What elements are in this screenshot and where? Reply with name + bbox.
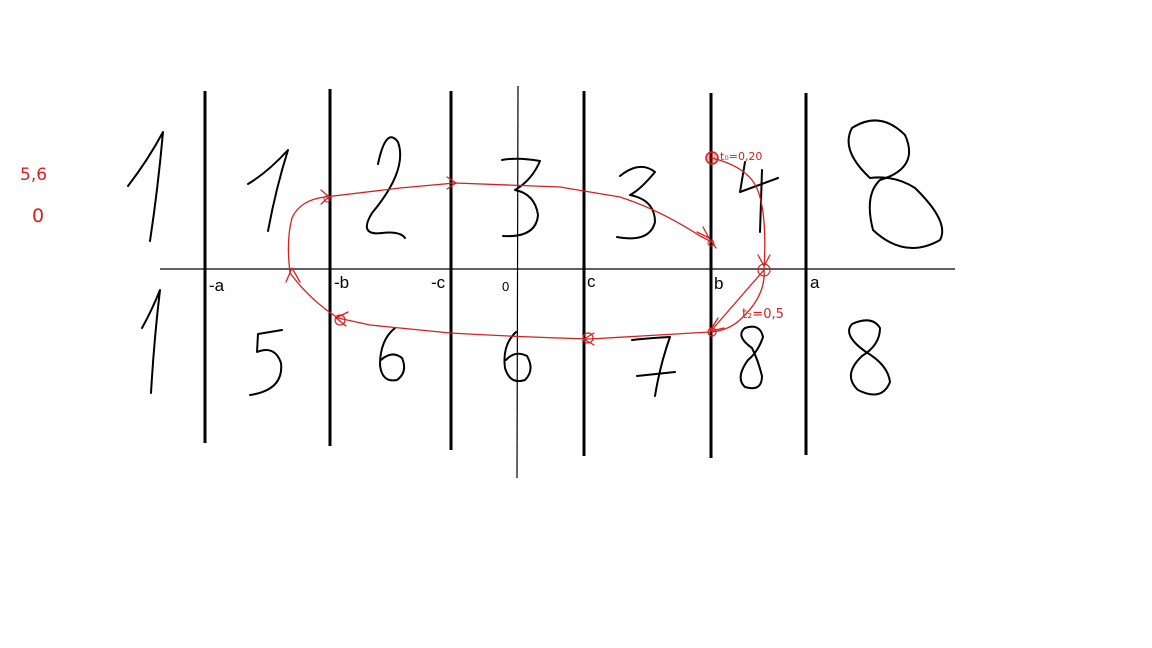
bottom-region-1: 1	[141, 289, 161, 394]
tick-label-b: b	[714, 274, 723, 293]
arrow-top-right	[696, 226, 710, 239]
arrow-lower-right	[709, 317, 725, 332]
trajectory	[285, 151, 771, 346]
arrow-right-down	[757, 254, 771, 267]
bottom-region-5: 5	[249, 329, 283, 396]
mark-axis-crossing	[757, 263, 771, 277]
label-t0: t₀=0,20	[720, 150, 762, 163]
tick-label-zero: 0	[502, 279, 509, 294]
trajectory-loop	[287, 182, 765, 340]
top-region-3-second: 3	[616, 165, 656, 240]
top-region-4: 4	[739, 161, 779, 233]
bottom-region-6-second: 6	[503, 331, 532, 383]
arrow-top-mid	[446, 176, 457, 190]
top-region-1-first: 1	[127, 131, 164, 242]
side-note-top: 5,6	[20, 165, 47, 185]
mark-top-minus-b	[323, 195, 331, 203]
bottom-region-8-first: 8	[739, 325, 764, 390]
trajectory-right-branch	[711, 157, 766, 333]
mark-top-b	[707, 239, 715, 247]
tick-label-minus-a: -a	[209, 276, 225, 295]
mark-lower-b	[707, 327, 717, 337]
tick-label-minus-b: -b	[334, 273, 349, 292]
bottom-region-6-first: 6	[379, 327, 406, 382]
mark-lower-minus-b	[334, 314, 346, 326]
top-region-1-second: 1	[247, 149, 289, 232]
arrow-bottom-mid	[583, 332, 595, 346]
tick-label-c: c	[587, 272, 596, 291]
top-region-2: 2	[365, 136, 406, 239]
tick-label-a: a	[810, 273, 820, 292]
top-region-8: 8	[847, 119, 944, 249]
mark-lower-c	[582, 332, 594, 344]
arrow-left-up	[285, 267, 301, 283]
mark-start-point	[705, 151, 719, 165]
label-t2: t₂=0,5	[742, 307, 784, 322]
tick-label-minus-c: -c	[431, 273, 446, 292]
vertical-axis	[516, 85, 519, 479]
bottom-region-8-second: 8	[848, 319, 891, 396]
side-note-bottom: 0	[32, 205, 44, 227]
bottom-region-7: 7	[631, 336, 676, 397]
top-region-3-first: 3	[501, 157, 541, 238]
